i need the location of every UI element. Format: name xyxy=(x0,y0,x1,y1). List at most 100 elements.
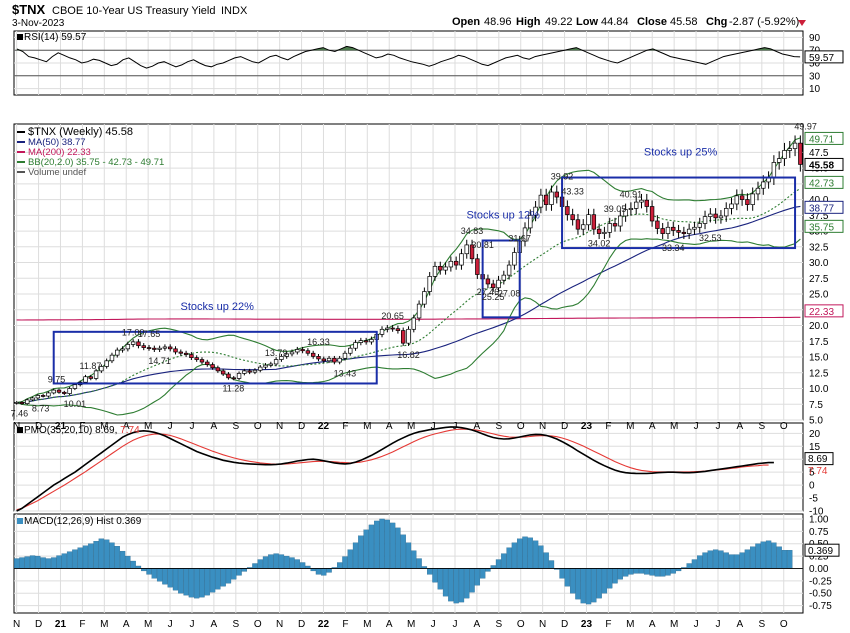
candle-body xyxy=(220,370,226,375)
high-value-annotation: 34.83 xyxy=(461,226,484,236)
candle-body xyxy=(231,377,236,380)
high-value-annotation: 31.67 xyxy=(508,234,531,244)
candle-body xyxy=(56,389,62,393)
x-tick-label-bottom: S xyxy=(495,619,502,630)
pmo-y-tick-label: 0 xyxy=(809,481,815,492)
price-right-value-box xyxy=(804,175,844,189)
macd-hist-bar xyxy=(543,552,549,569)
x-tick-label-bottom: A xyxy=(649,619,656,630)
macd-hist-bar xyxy=(665,568,671,576)
candle-body xyxy=(35,395,41,399)
pmo-y-tick-label: 5 xyxy=(809,468,815,479)
candle-body xyxy=(411,317,416,330)
candle-body xyxy=(475,258,480,275)
candle-body xyxy=(83,376,88,383)
rsi-y-tick-label: 90 xyxy=(809,33,821,44)
x-tick-label-price: D xyxy=(298,421,305,432)
candle-body xyxy=(46,392,51,397)
high-value-annotation: 16.33 xyxy=(307,337,330,347)
macd-panel: -0.75-0.50-0.250.000.250.500.751.000.369… xyxy=(13,514,840,612)
candle-body xyxy=(681,231,687,234)
x-tick-label-price: S xyxy=(232,421,239,432)
macd-hist-bar xyxy=(628,568,634,575)
candle-body xyxy=(363,340,369,343)
macd-hist-bar xyxy=(88,543,94,569)
macd-hist-bar xyxy=(776,546,782,569)
macd-hist-bar xyxy=(384,519,390,569)
macd-hist-bar xyxy=(633,568,639,574)
candle-body xyxy=(62,391,67,394)
candle-body xyxy=(51,389,56,394)
macd-hist-bar xyxy=(98,538,105,569)
macd-hist-bar xyxy=(162,568,168,585)
candle-body xyxy=(152,347,157,350)
pmo-legend: PMO(35,20,10) 8.69, 7.74 xyxy=(24,425,140,436)
macd-hist-bar xyxy=(580,568,586,604)
chg-label: Chg xyxy=(706,16,727,28)
x-tick-label-price: D xyxy=(561,421,568,432)
candle-body xyxy=(369,339,374,343)
macd-hist-bar xyxy=(225,568,232,584)
candle-body xyxy=(109,354,115,362)
rsi-value-label: 59.57 xyxy=(809,53,834,64)
candle-body xyxy=(183,352,189,355)
rsi-y-tick-label: 50 xyxy=(809,59,821,70)
candle-body xyxy=(210,364,215,369)
x-tick-label-price: D xyxy=(35,421,42,432)
macd-hist-bar xyxy=(35,555,41,569)
macd-hist-bar xyxy=(612,568,618,584)
macd-hist-bar xyxy=(66,551,73,569)
x-tick-label-bottom: O xyxy=(780,619,788,630)
candle-body xyxy=(724,208,729,217)
macd-hist-bar xyxy=(532,540,539,569)
macd-hist-bar xyxy=(215,568,221,590)
price-y-tick-label: 17.5 xyxy=(809,337,829,348)
candle-body xyxy=(136,341,141,347)
candle-body xyxy=(342,352,348,359)
x-tick-label-price: M xyxy=(670,421,678,432)
date-label: 3-Nov-2023 xyxy=(12,18,65,29)
macd-hist-bar xyxy=(61,553,67,569)
candle-body xyxy=(93,370,99,379)
candle-body xyxy=(205,361,210,365)
macd-hist-bar xyxy=(464,568,470,599)
candle-body xyxy=(295,349,300,353)
candle-body xyxy=(660,228,665,234)
candle-body xyxy=(459,253,464,266)
macd-value-label: 0.369 xyxy=(808,546,833,557)
price-y-tick-label: 27.5 xyxy=(809,274,829,285)
macd-hist-bar xyxy=(379,518,385,569)
candle-body xyxy=(194,357,199,360)
macd-hist-bar xyxy=(617,568,623,580)
macd-hist-bar xyxy=(458,568,465,603)
macd-hist-bar xyxy=(358,535,364,569)
candle-body xyxy=(591,214,597,230)
price-right-value-label: 22.33 xyxy=(809,307,834,318)
x-tick-label-price: O xyxy=(254,421,262,432)
macd-hist-bar xyxy=(257,559,263,569)
macd-hist-bar xyxy=(56,555,62,569)
macd-hist-bar xyxy=(601,568,608,594)
candle-body xyxy=(438,265,443,271)
candle-body xyxy=(427,276,432,292)
price-right-value-label: 35.75 xyxy=(809,222,834,233)
candle-body xyxy=(782,150,787,159)
macd-hist-bar xyxy=(273,553,279,569)
low-value-annotation: 11.28 xyxy=(222,384,244,394)
candle-body xyxy=(713,213,718,219)
x-tick-label-price: A xyxy=(737,421,744,432)
macd-hist-bar xyxy=(241,568,248,572)
annotation-box xyxy=(481,239,521,319)
candle-body xyxy=(178,351,184,354)
price-right-value-box xyxy=(804,200,844,214)
price-y-tick-label: 5.0 xyxy=(809,416,823,427)
macd-hist-bar xyxy=(146,568,152,575)
macd-y-tick-label: -0.25 xyxy=(809,576,832,587)
low-value-annotation: 7.46 xyxy=(11,409,29,419)
high-value-annotation: 40.91 xyxy=(620,190,643,200)
candle-body xyxy=(718,215,724,219)
x-tick-label-price: J xyxy=(189,421,194,432)
x-tick-label-price: J xyxy=(715,421,720,432)
pmo-y-tick-label: -10 xyxy=(809,507,824,518)
